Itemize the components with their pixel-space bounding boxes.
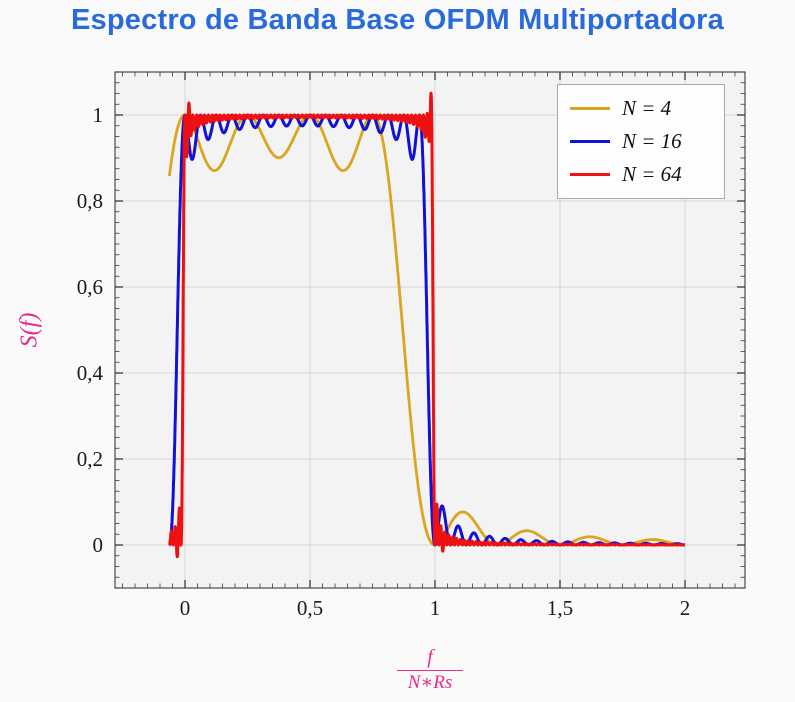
legend: N = 4 N = 16 N = 64 [557,84,725,199]
legend-entry-n4: N = 4 [570,92,724,125]
x-tick-label: 1 [430,596,441,620]
x-axis-label-denominator: N∗Rs [407,672,453,694]
legend-line-swatch-n16 [570,140,610,143]
x-tick-label: 0 [180,596,191,620]
y-tick-label: 0 [93,533,104,557]
x-axis-label: f N∗Rs [397,647,463,693]
legend-entry-n64: N = 64 [570,158,724,191]
y-tick-label: 0,6 [77,275,103,299]
legend-label-n16: N = 16 [622,129,682,153]
legend-line-swatch-n64 [570,173,610,176]
legend-label-n64: N = 64 [622,162,682,186]
legend-line-swatch-n4 [570,107,610,110]
legend-entry-n16: N = 16 [570,125,724,158]
chart-title: Espectro de Banda Base OFDM Multiportado… [71,4,724,36]
y-tick-label: 0,2 [77,447,103,471]
fraction-bar [397,670,463,672]
y-tick-label: 0,4 [77,361,104,385]
y-axis-label: S(f) [16,312,43,348]
x-tick-label: 2 [680,596,691,620]
legend-label-n4: N = 4 [622,96,672,120]
x-tick-label: 1,5 [547,596,573,620]
y-tick-label: 0,8 [77,189,103,213]
y-tick-label: 1 [93,103,104,127]
series-curve-N64 [168,91,687,559]
x-axis-label-numerator: f [427,646,433,669]
series-curve-N4 [168,113,687,547]
series-curve-N16 [168,113,687,547]
x-tick-label: 0,5 [297,596,323,620]
